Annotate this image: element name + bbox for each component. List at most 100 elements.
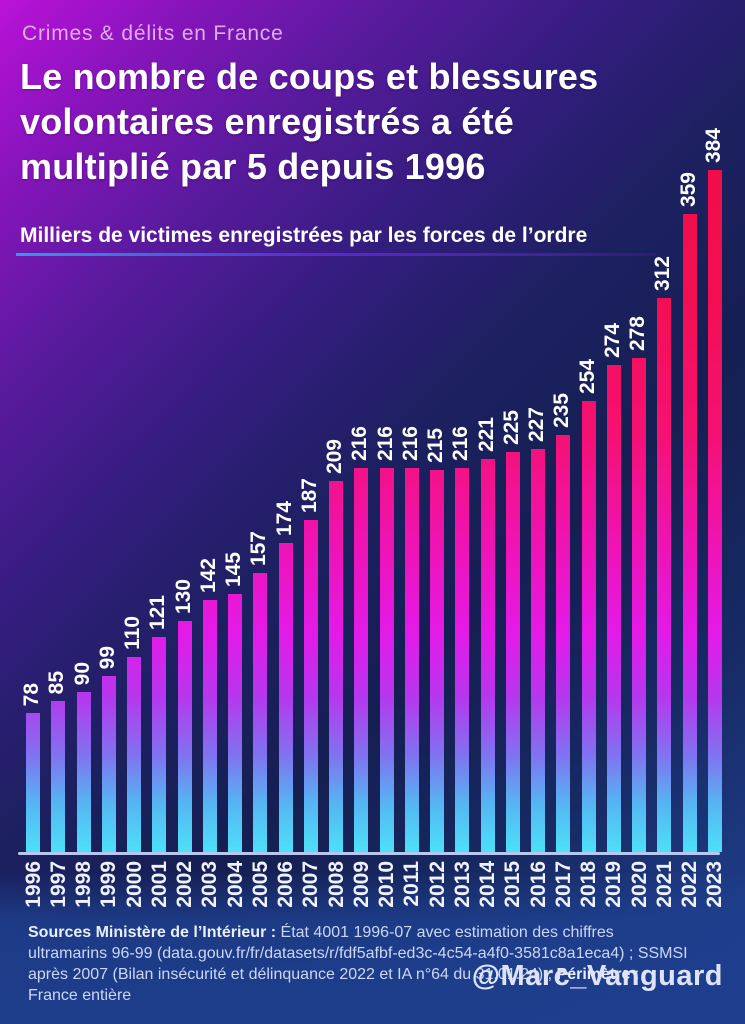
page-title-line-2: volontaires enregistrés a été — [20, 101, 515, 142]
bar-column-2020: 278 — [626, 170, 649, 852]
year-cell-2003: 2003 — [198, 861, 221, 917]
bar-column-2016: 227 — [525, 170, 548, 852]
bar-column-2023: 384 — [702, 128, 725, 852]
author-handle: @Marc_Vanguard — [471, 960, 723, 992]
bar-value-label-1998: 90 — [70, 661, 94, 685]
year-label-2010: 2010 — [375, 861, 398, 908]
bar-value-label-1996: 78 — [20, 682, 43, 706]
bar-column-2004: 145 — [222, 170, 245, 852]
year-label-2014: 2014 — [476, 861, 499, 908]
year-label-2015: 2015 — [501, 861, 525, 908]
bar-value-label-2012: 215 — [424, 427, 447, 463]
bar-column-2015: 225 — [500, 170, 523, 852]
bar-2002 — [177, 621, 192, 852]
year-cell-2010: 2010 — [375, 861, 398, 917]
year-label-2011: 2011 — [400, 861, 424, 907]
bar-2010 — [379, 468, 394, 852]
year-cell-2021: 2021 — [652, 861, 676, 917]
bar-2014 — [480, 459, 495, 852]
year-cell-1998: 1998 — [72, 861, 95, 917]
year-label-1996: 1996 — [21, 861, 45, 908]
bar-2016 — [531, 449, 545, 852]
year-label-2023: 2023 — [703, 861, 727, 908]
year-cell-2000: 2000 — [123, 861, 146, 917]
year-label-2013: 2013 — [450, 861, 474, 908]
perimetre-body: : France entière — [28, 966, 640, 1004]
year-label-2008: 2008 — [324, 861, 348, 908]
year-cell-2001: 2001 — [147, 861, 171, 917]
bar-column-2019: 274 — [601, 170, 624, 852]
bar-2005 — [253, 573, 268, 852]
year-cell-2015: 2015 — [501, 861, 525, 917]
bar-2006 — [278, 543, 293, 852]
page-title-line-1: Le nombre de coups et blessures — [20, 56, 599, 97]
bar-2023 — [707, 170, 722, 852]
bar-column-2008: 209 — [323, 170, 346, 852]
x-axis-line — [18, 852, 720, 855]
bar-column-2003: 142 — [197, 170, 220, 852]
bar-2020 — [632, 358, 646, 852]
year-cell-2023: 2023 — [703, 861, 727, 917]
bar-column-2012: 215 — [424, 170, 447, 852]
year-cell-2022: 2022 — [678, 861, 701, 917]
bar-value-label-2018: 254 — [575, 358, 599, 394]
sources-label: Sources Ministère de l’Intérieur : — [28, 924, 277, 941]
bar-value-label-1997: 85 — [45, 670, 69, 694]
bar-value-label-2010: 216 — [373, 425, 397, 461]
year-cell-2020: 2020 — [628, 861, 651, 917]
bar-2012 — [430, 470, 444, 852]
year-cell-2012: 2012 — [426, 861, 449, 917]
year-cell-2005: 2005 — [248, 861, 272, 917]
year-cell-2018: 2018 — [577, 861, 600, 917]
bar-column-2022: 359 — [677, 170, 700, 852]
bar-column-1996: 78 — [20, 170, 43, 852]
year-label-2004: 2004 — [223, 861, 247, 908]
bar-2001 — [152, 637, 167, 852]
bar-column-2010: 216 — [373, 170, 397, 852]
year-label-1997: 1997 — [46, 861, 70, 908]
bar-2019 — [606, 365, 621, 852]
chart-subtitle: Milliers de victimes enregistrées par le… — [20, 224, 588, 247]
year-cell-2007: 2007 — [299, 861, 322, 917]
year-label-2016: 2016 — [526, 861, 550, 908]
year-cell-2009: 2009 — [350, 861, 373, 917]
sources-body: État 4001 1996-07 avec estimation des ch… — [28, 924, 688, 983]
year-cell-2014: 2014 — [476, 861, 499, 917]
year-label-2001: 2001 — [147, 861, 171, 908]
bar-2017 — [556, 435, 571, 852]
year-cell-1997: 1997 — [46, 861, 70, 917]
year-cell-2013: 2013 — [450, 861, 474, 917]
bar-value-label-2002: 130 — [171, 578, 195, 614]
subtitle-underline — [16, 253, 656, 256]
year-label-2002: 2002 — [173, 861, 196, 908]
bar-2000 — [127, 657, 141, 852]
bar-2011 — [404, 468, 419, 852]
year-cell-2008: 2008 — [324, 861, 348, 917]
x-axis-year-labels: 1996 1997 1998 1999 2000 2001 2002 2003 2004 2005… — [21, 861, 727, 917]
bar-1998 — [76, 692, 91, 852]
year-label-2005: 2005 — [248, 861, 272, 908]
bar-1996 — [26, 713, 40, 852]
bar-2015 — [505, 452, 520, 852]
year-cell-2019: 2019 — [602, 861, 626, 917]
year-label-2021: 2021 — [652, 861, 676, 908]
bar-value-label-2023: 384 — [701, 127, 725, 163]
bar-column-2017: 235 — [550, 170, 573, 852]
bar-value-label-2011: 216 — [398, 425, 422, 461]
bar-2004 — [228, 594, 242, 852]
bar-2008 — [329, 481, 343, 852]
year-label-2006: 2006 — [274, 861, 297, 908]
bar-value-label-2000: 110 — [121, 616, 144, 650]
bar-2021 — [657, 298, 672, 852]
bar-column-2011: 216 — [398, 170, 422, 852]
bar-column-2005: 157 — [247, 170, 270, 852]
bar-value-label-1999: 99 — [95, 645, 119, 669]
page-title: Le nombre de coups et blessures volontai… — [20, 54, 720, 189]
bar-column-1999: 99 — [95, 170, 119, 852]
bar-column-2001: 121 — [146, 170, 169, 852]
bar-1999 — [101, 676, 116, 852]
year-label-2019: 2019 — [602, 861, 626, 908]
page-title-line-3: multiplié par 5 depuis 1996 — [20, 146, 486, 187]
bar-2013 — [455, 468, 470, 852]
bar-value-label-2021: 312 — [651, 255, 675, 291]
